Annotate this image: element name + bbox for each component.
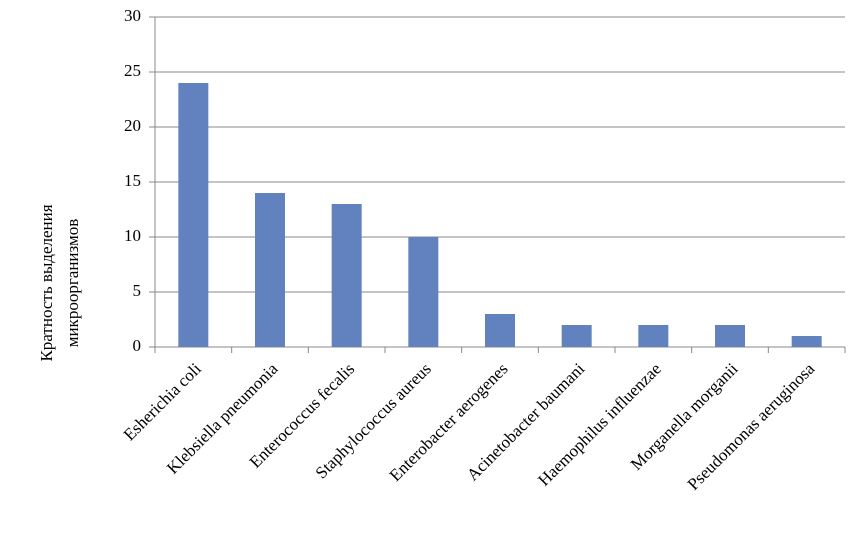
y-axis-label: микроорганизмов	[63, 219, 82, 348]
bar	[791, 336, 822, 347]
bar	[255, 193, 285, 347]
y-tick-label: 5	[133, 281, 142, 300]
x-tick-label: Pseudomonas aeruginosa	[684, 359, 819, 494]
bar	[715, 325, 745, 347]
y-tick-label: 25	[124, 61, 141, 80]
y-tick-label: 0	[133, 336, 142, 355]
bar	[638, 325, 669, 347]
y-tick-label: 30	[124, 6, 141, 25]
bar	[485, 314, 515, 347]
bar	[178, 83, 209, 347]
y-axis-label: Кратность выделения	[37, 204, 56, 361]
bar	[561, 325, 592, 347]
y-tick-label: 20	[124, 116, 141, 135]
y-tick-label: 10	[124, 226, 141, 245]
bar	[331, 204, 362, 347]
bar	[408, 237, 439, 347]
y-tick-label: 15	[124, 171, 141, 190]
x-tick-label: Esherichia coli	[120, 359, 205, 444]
